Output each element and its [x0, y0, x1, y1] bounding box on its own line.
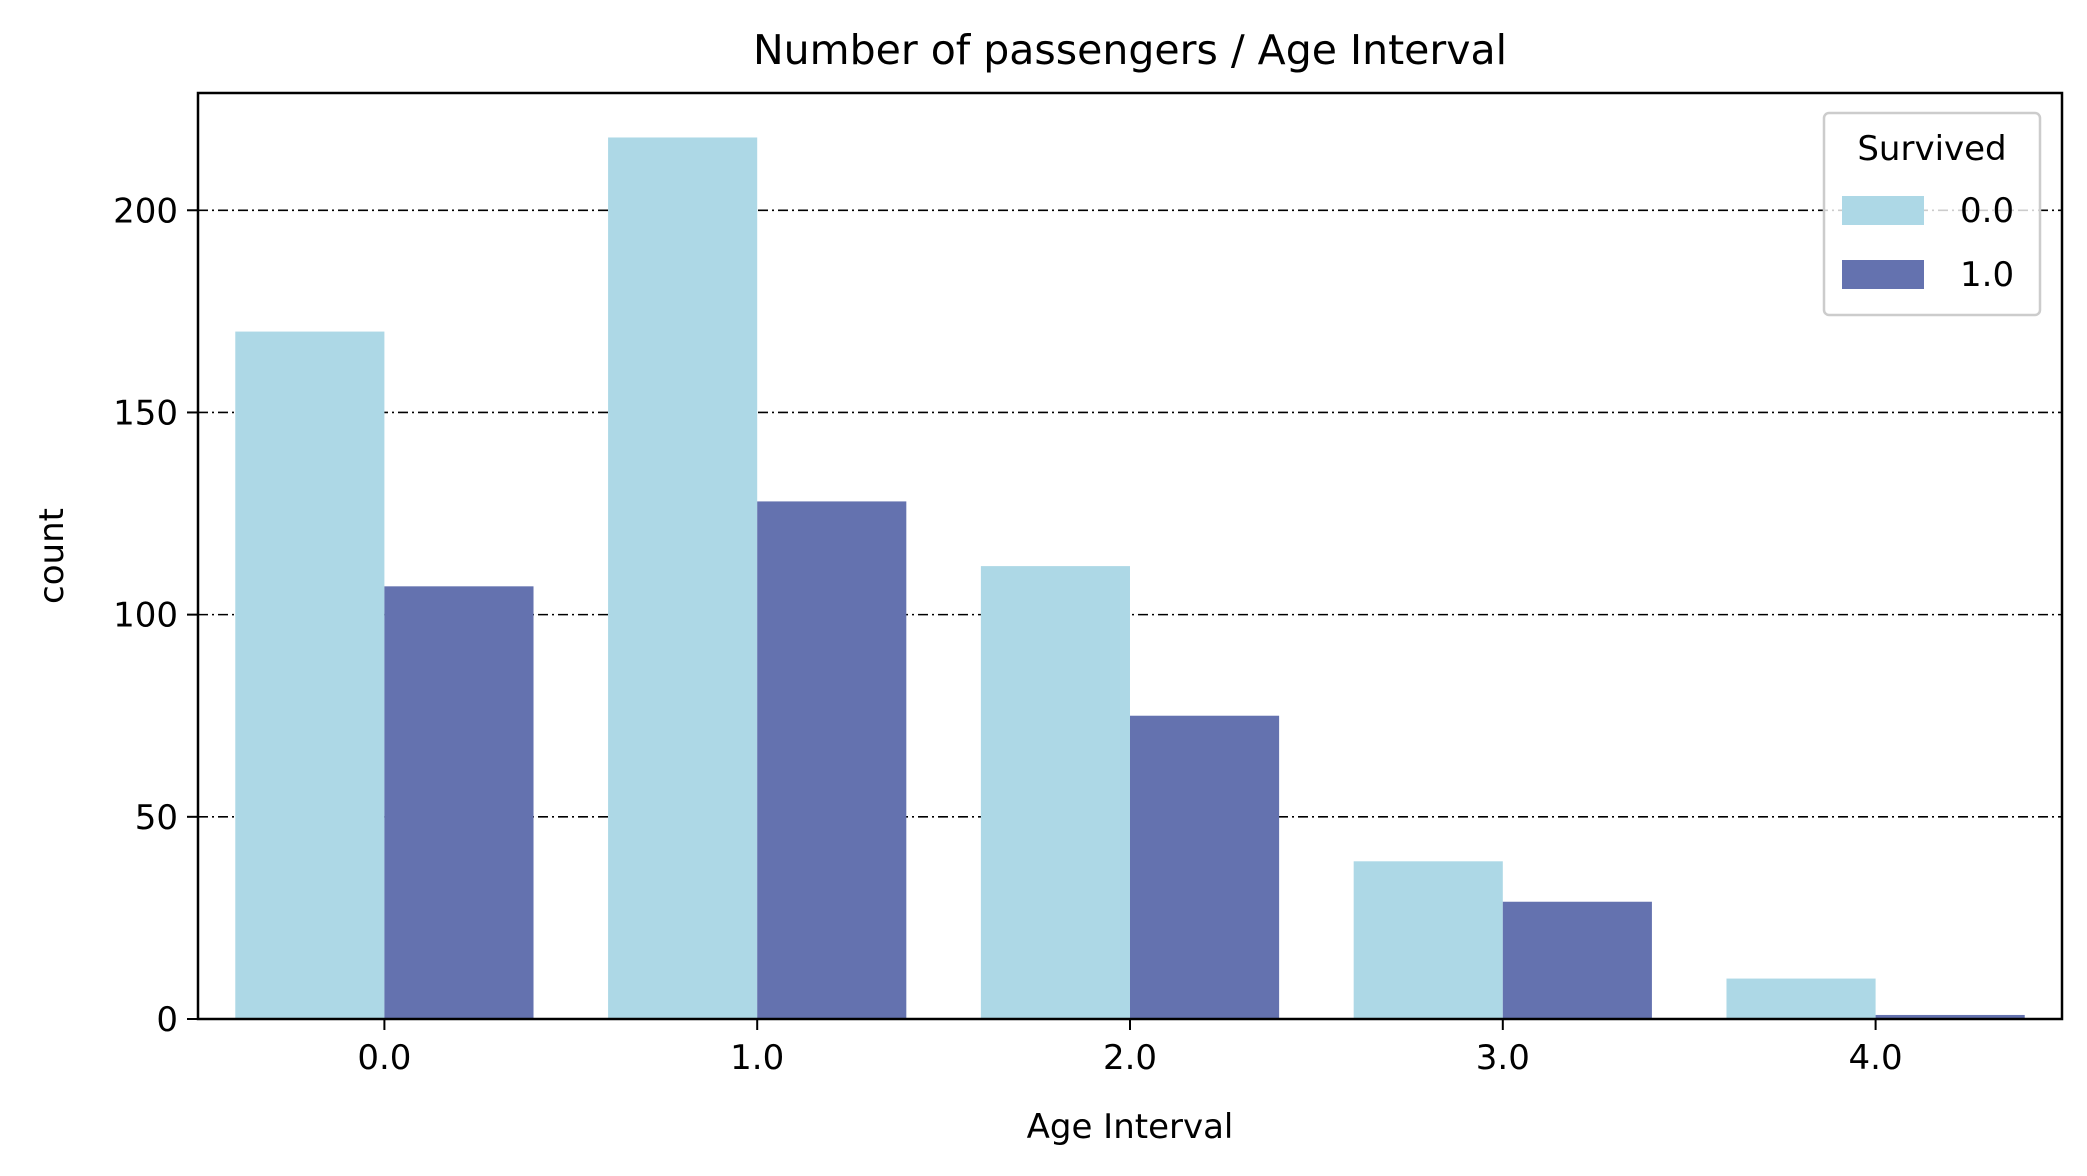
bar-1.0-0.0 — [384, 586, 534, 1019]
legend-swatch — [1842, 196, 1924, 225]
bars — [235, 137, 2025, 1019]
bar-0.0-4.0 — [1726, 978, 1876, 1019]
bar-0.0-2.0 — [980, 566, 1130, 1019]
x-axis-label: Age Interval — [1027, 1107, 1234, 1147]
x-tick-label: 2.0 — [1103, 1038, 1157, 1078]
y-tick-label: 0 — [156, 1000, 178, 1040]
y-tick-label: 50 — [135, 798, 178, 838]
legend-swatch — [1842, 260, 1924, 289]
legend: Survived 0.0 1.0 — [1822, 111, 2042, 317]
legend-items: 0.0 1.0 — [1842, 191, 2014, 295]
bar-1.0-4.0 — [1875, 1014, 2025, 1019]
y-tick-label: 150 — [113, 393, 178, 433]
legend-label: 1.0 — [1960, 255, 2014, 295]
legend-title: Survived — [1857, 129, 2006, 169]
y-ticks: 0 50 100 150 200 — [113, 191, 198, 1040]
chart-title: Number of passengers / Age Interval — [753, 26, 1507, 74]
bar-0.0-0.0 — [235, 331, 385, 1019]
x-ticks: 0.0 1.0 2.0 3.0 4.0 — [357, 1019, 1903, 1078]
y-tick-label: 100 — [113, 596, 178, 636]
legend-label: 0.0 — [1960, 191, 2014, 231]
x-tick-label: 0.0 — [357, 1038, 411, 1078]
bar-1.0-2.0 — [1130, 715, 1280, 1019]
bar-1.0-3.0 — [1502, 901, 1652, 1019]
bar-0.0-1.0 — [608, 137, 758, 1019]
y-tick-label: 200 — [113, 191, 178, 231]
x-tick-label: 1.0 — [730, 1038, 784, 1078]
bar-1.0-1.0 — [757, 501, 907, 1019]
x-tick-label: 4.0 — [1849, 1038, 1903, 1078]
y-axis-label: count — [32, 508, 72, 604]
bar-0.0-3.0 — [1353, 861, 1503, 1019]
x-tick-label: 3.0 — [1476, 1038, 1530, 1078]
